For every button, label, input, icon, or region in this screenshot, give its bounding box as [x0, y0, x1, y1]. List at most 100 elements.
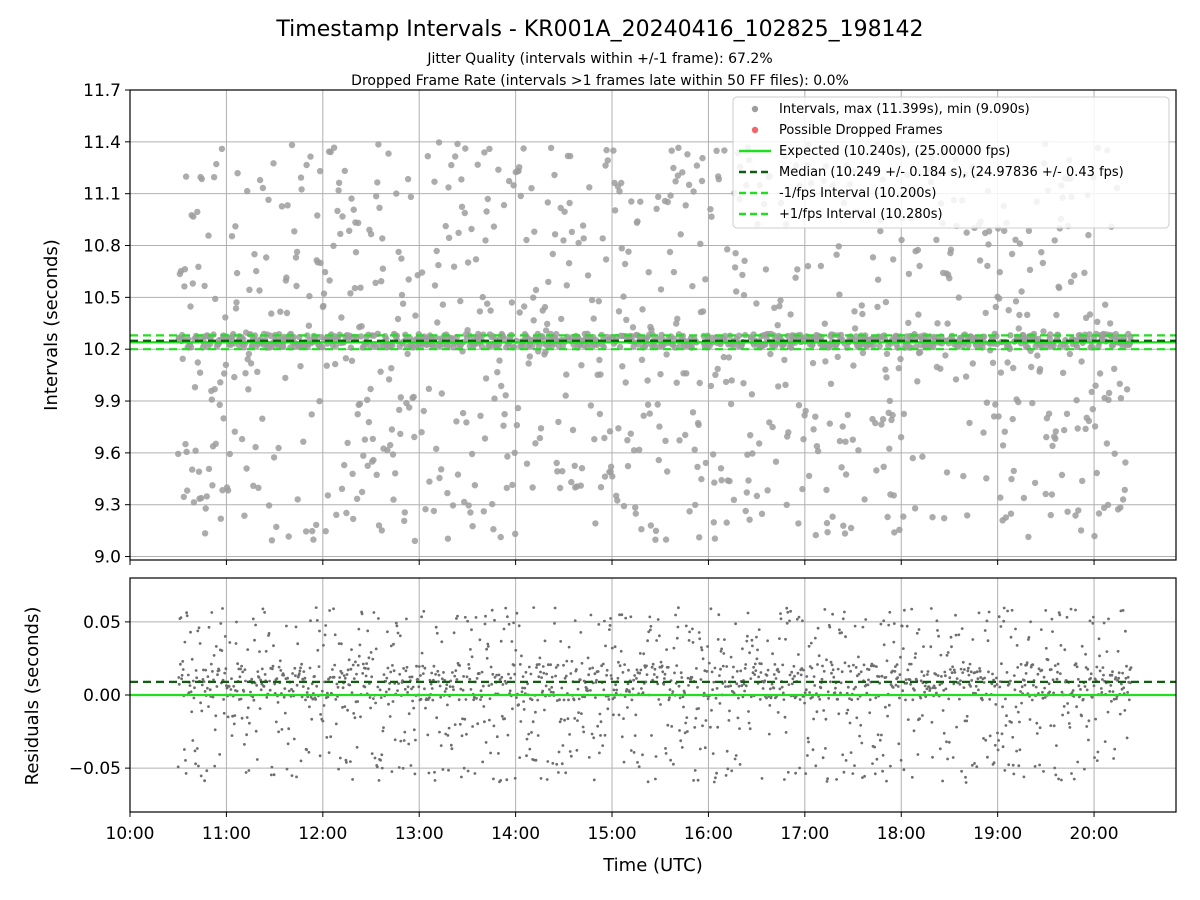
- residual-point: [411, 699, 414, 703]
- residual-point: [620, 735, 624, 739]
- residual-point: [873, 772, 877, 776]
- residual-point: [854, 666, 858, 669]
- interval-point: [676, 437, 683, 444]
- residual-point: [353, 716, 357, 720]
- residual-point: [711, 752, 715, 755]
- interval-point: [1023, 311, 1031, 318]
- interval-point: [756, 440, 763, 447]
- residual-point: [969, 685, 972, 688]
- residual-point: [632, 751, 636, 754]
- interval-point: [555, 418, 562, 426]
- residual-point: [1047, 682, 1051, 686]
- interval-point: [212, 295, 219, 303]
- interval-point: [1089, 406, 1097, 413]
- residual-point: [982, 737, 985, 740]
- interval-point: [874, 303, 881, 311]
- residual-point: [346, 668, 350, 672]
- residual-point: [923, 690, 926, 694]
- residual-point: [1007, 763, 1011, 767]
- residual-point: [223, 635, 227, 638]
- residual-point: [490, 608, 494, 612]
- residual-point: [417, 685, 421, 689]
- residual-point: [1020, 701, 1023, 705]
- interval-point: [992, 303, 999, 311]
- residual-point: [231, 714, 235, 718]
- residual-point: [240, 664, 244, 668]
- residual-point: [610, 646, 614, 650]
- interval-point: [632, 504, 639, 511]
- interval-point: [422, 506, 429, 513]
- interval-point: [638, 356, 646, 363]
- residual-point: [960, 769, 963, 773]
- residual-point: [372, 697, 375, 700]
- residual-point: [411, 685, 415, 689]
- residual-point: [969, 670, 973, 674]
- interval-point: [634, 218, 641, 225]
- residual-point: [385, 676, 389, 680]
- residual-point: [180, 673, 184, 677]
- interval-point: [947, 246, 955, 253]
- interval-point: [1009, 415, 1016, 423]
- residual-point: [960, 627, 964, 630]
- residual-point: [1097, 637, 1101, 641]
- residual-point: [1101, 678, 1104, 681]
- residual-point: [603, 619, 606, 623]
- residual-point: [402, 739, 406, 742]
- residual-point: [326, 695, 330, 699]
- residual-point: [337, 642, 341, 645]
- residual-point: [840, 631, 843, 635]
- residual-point: [1004, 697, 1007, 701]
- residual-point: [914, 652, 917, 655]
- residual-point: [784, 637, 787, 641]
- interval-point: [491, 395, 498, 402]
- interval-point: [774, 322, 781, 329]
- residual-point: [341, 706, 344, 709]
- interval-point: [568, 228, 576, 236]
- interval-point: [251, 251, 258, 258]
- residual-point: [499, 779, 503, 782]
- residual-point: [1120, 682, 1123, 686]
- interval-point: [1086, 311, 1094, 318]
- interval-point: [355, 219, 362, 227]
- interval-point: [733, 288, 740, 295]
- residual-point: [773, 663, 777, 666]
- residual-point: [856, 697, 860, 701]
- interval-point: [896, 526, 903, 533]
- residual-point: [838, 628, 841, 632]
- residual-point: [570, 659, 574, 663]
- interval-point: [401, 517, 408, 525]
- residual-point: [265, 696, 269, 699]
- residual-point: [1092, 615, 1095, 619]
- intervals-y-tick-label: 10.2: [83, 340, 121, 360]
- interval-point: [464, 327, 471, 334]
- residual-point: [591, 666, 594, 670]
- residual-point: [213, 728, 217, 732]
- interval-point: [619, 363, 626, 370]
- residual-point: [386, 666, 390, 670]
- residual-point: [539, 777, 543, 780]
- residual-point: [706, 697, 710, 701]
- residual-point: [389, 670, 393, 674]
- residual-point: [384, 690, 388, 694]
- residual-point: [537, 675, 541, 679]
- interval-point: [330, 144, 338, 151]
- residual-point: [691, 641, 695, 644]
- residual-point: [849, 669, 852, 673]
- residual-point: [629, 615, 633, 619]
- residual-point: [300, 695, 304, 699]
- residual-point: [243, 743, 246, 746]
- residual-point: [318, 754, 322, 758]
- interval-point: [1067, 278, 1075, 285]
- interval-point: [294, 496, 301, 503]
- interval-point: [303, 161, 310, 169]
- residual-point: [1070, 772, 1073, 775]
- residual-point: [638, 652, 642, 655]
- residual-point: [866, 683, 870, 687]
- interval-point: [352, 249, 360, 256]
- residual-point: [633, 674, 637, 677]
- residual-point: [514, 648, 518, 652]
- residual-point: [405, 617, 408, 621]
- residual-point: [816, 663, 819, 666]
- interval-point: [813, 443, 821, 450]
- interval-point: [250, 482, 257, 489]
